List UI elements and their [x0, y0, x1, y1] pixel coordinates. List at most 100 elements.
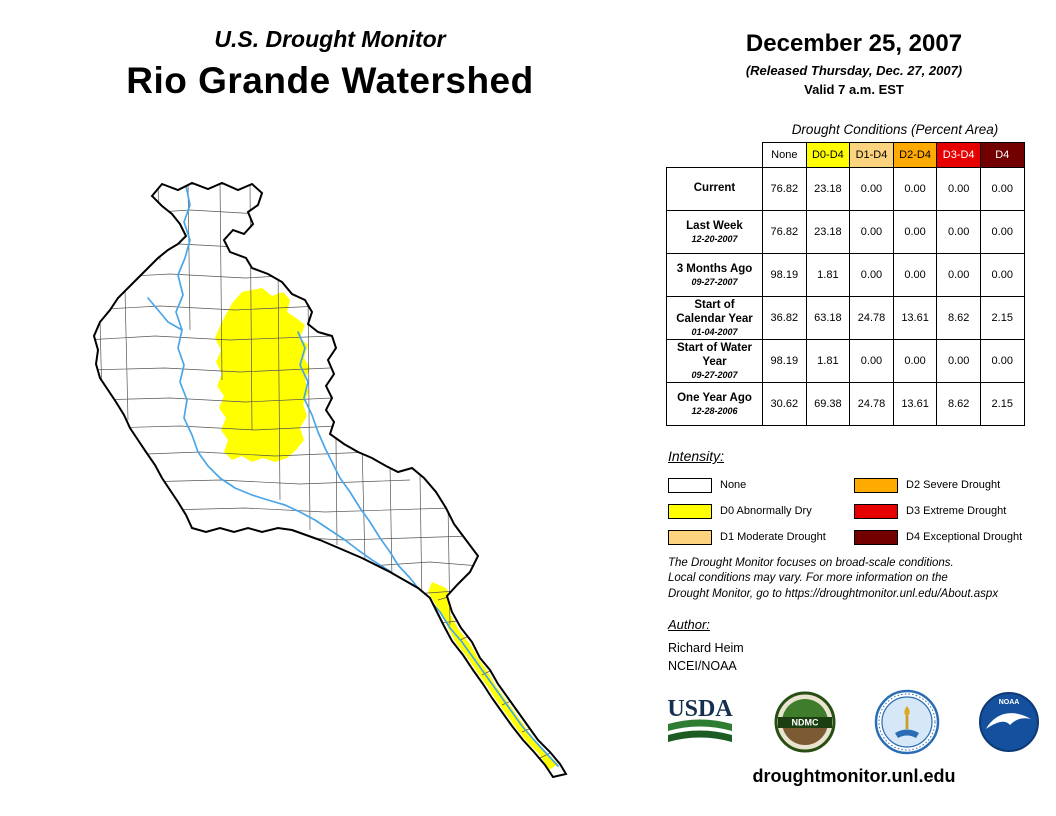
website-url: droughtmonitor.unl.edu	[752, 766, 956, 786]
percent-area-cell: 0.00	[849, 210, 894, 254]
column-header-d3-d4: D3-D4	[936, 142, 981, 168]
column-header-d4: D4	[979, 142, 1025, 168]
ndmc-logo-text: NDMC	[792, 718, 819, 728]
usda-swoosh-top	[668, 719, 732, 731]
row-label-text: Last Week	[686, 219, 743, 232]
percent-area-cell: 30.62	[762, 382, 807, 426]
percent-area-cell: 0.00	[936, 339, 981, 383]
percent-area-cell: 23.18	[805, 167, 851, 211]
doc-eagle	[895, 729, 919, 738]
legend-label: D4 Exceptional Drought	[906, 531, 1023, 543]
disclaimer-text: The Drought Monitor focuses on broad-sca…	[668, 556, 1048, 602]
legend-swatch	[668, 529, 712, 545]
table-row: Last Week 12-20-2007 76.82 23.18 0.00 0.00 0.0…	[666, 210, 1025, 254]
legend-label: D3 Extreme Drought	[906, 505, 1007, 517]
drought-table-body: Current 76.82 23.18 0.00 0.00 0.00 0.00 Last We…	[666, 167, 1025, 426]
percent-area-cell: 1.81	[805, 253, 851, 297]
column-header-d0-d4: D0-D4	[805, 142, 851, 168]
legend-item: D3 Extreme Drought	[854, 503, 1040, 519]
title-block: U.S. Drought Monitor Rio Grande Watershe…	[10, 26, 650, 102]
intensity-legend: Intensity: None D0 Abnormally Dry D1 Moder…	[668, 448, 1040, 550]
doc-torch-handle	[905, 716, 909, 729]
percent-area-cell: 36.82	[762, 296, 807, 340]
column-header-d1-d4: D1-D4	[849, 142, 894, 168]
legend-swatch	[854, 529, 898, 545]
row-label: One Year Ago 12-28-2006	[666, 382, 763, 426]
row-label: Start of Water Year 09-27-2007	[666, 339, 763, 383]
percent-area-cell: 0.00	[892, 253, 938, 297]
author-name: Richard Heim	[668, 641, 744, 655]
percent-area-cell: 8.62	[936, 296, 981, 340]
release-date: (Released Thursday, Dec. 27, 2007)	[745, 63, 963, 78]
row-label-date: 09-27-2007	[691, 369, 738, 380]
column-header-none: None	[762, 142, 807, 168]
agency-logos: USDA NDMC NOAA	[664, 686, 1040, 758]
percent-area-cell: 24.78	[849, 296, 894, 340]
legend-grid: None D0 Abnormally Dry D1 Moderate Drought…	[668, 472, 1040, 550]
percent-area-cell: 76.82	[762, 167, 807, 211]
row-label: Last Week 12-20-2007	[666, 210, 763, 254]
percent-area-cell: 0.00	[892, 210, 938, 254]
drought-conditions-table-block: Drought Conditions (Percent Area) None D0…	[666, 122, 1034, 426]
county-boundaries	[94, 183, 557, 759]
percent-area-cell: 13.61	[892, 296, 938, 340]
usda-logo: USDA	[667, 696, 733, 742]
legend-item: D2 Severe Drought	[854, 477, 1040, 493]
percent-area-cell: 2.15	[979, 382, 1025, 426]
percent-area-cell: 0.00	[849, 167, 894, 211]
column-header-d2-d4: D2-D4	[892, 142, 938, 168]
disclaimer-line: Drought Monitor, go to https://droughtmo…	[668, 587, 999, 600]
table-corner-blank	[666, 142, 763, 168]
date-block: December 25, 2007 (Released Thursday, De…	[668, 30, 1040, 97]
legend-item: D1 Moderate Drought	[668, 529, 854, 545]
legend-label: D2 Severe Drought	[906, 479, 1001, 491]
percent-area-cell: 0.00	[979, 339, 1025, 383]
row-label-text: 3 Months Ago	[676, 262, 753, 275]
rio-grande-river	[175, 185, 559, 767]
legend-item: None	[668, 477, 854, 493]
percent-area-cell: 23.18	[805, 210, 851, 254]
disclaimer-line: Local conditions may vary. For more info…	[668, 572, 948, 585]
noaa-logo: NOAA	[979, 692, 1039, 752]
percent-area-cell: 0.00	[892, 339, 938, 383]
report-kicker: U.S. Drought Monitor	[214, 26, 446, 52]
table-row: Start of Calendar Year 01-04-2007 36.82 63.…	[666, 296, 1025, 340]
tributary-river	[147, 297, 183, 331]
legend-item: D0 Abnormally Dry	[668, 503, 854, 519]
row-label: 3 Months Ago 09-27-2007	[666, 253, 763, 297]
table-row: One Year Ago 12-28-2006 30.62 69.38 24.78 13.…	[666, 382, 1025, 426]
row-label: Current	[666, 167, 763, 211]
percent-area-cell: 0.00	[936, 210, 981, 254]
drought-table-header-row: None D0-D4 D1-D4 D2-D4 D3-D4 D4	[666, 142, 1025, 168]
table-row: 3 Months Ago 09-27-2007 98.19 1.81 0.00 0.00 0…	[666, 253, 1025, 297]
row-label-text: Start of Water Year	[677, 342, 752, 368]
noaa-gull	[986, 713, 1031, 729]
doc-logo	[874, 689, 940, 755]
percent-area-cell: 0.00	[849, 253, 894, 297]
percent-area-cell: 76.82	[762, 210, 807, 254]
row-label: Start of Calendar Year 01-04-2007	[666, 296, 763, 340]
percent-area-cell: 0.00	[892, 167, 938, 211]
percent-area-cell: 13.61	[892, 382, 938, 426]
row-label-text: One Year Ago	[677, 391, 752, 404]
percent-area-cell: 98.19	[762, 339, 807, 383]
table-row: Current 76.82 23.18 0.00 0.00 0.00 0.00	[666, 167, 1025, 211]
percent-area-cell: 0.00	[936, 167, 981, 211]
table-caption: Drought Conditions (Percent Area)	[791, 122, 999, 137]
row-label-date: 01-04-2007	[691, 326, 738, 337]
d0-area-north	[215, 288, 310, 462]
percent-area-cell: 0.00	[936, 253, 981, 297]
ndmc-logo: NDMC	[774, 691, 836, 753]
row-label-date: 12-28-2006	[691, 406, 738, 417]
percent-area-cell: 63.18	[805, 296, 851, 340]
legend-swatch	[854, 503, 898, 519]
percent-area-cell: 0.00	[979, 167, 1025, 211]
legend-label: D0 Abnormally Dry	[720, 505, 812, 517]
disclaimer-line: The Drought Monitor focuses on broad-sca…	[668, 557, 954, 569]
row-label-text: Start of Calendar Year	[676, 299, 753, 325]
author-organization: NCEI/NOAA	[668, 659, 737, 673]
rio-grande-watershed-map	[92, 181, 568, 779]
legend-label: D1 Moderate Drought	[720, 531, 826, 543]
row-label-text: Current	[693, 182, 736, 195]
